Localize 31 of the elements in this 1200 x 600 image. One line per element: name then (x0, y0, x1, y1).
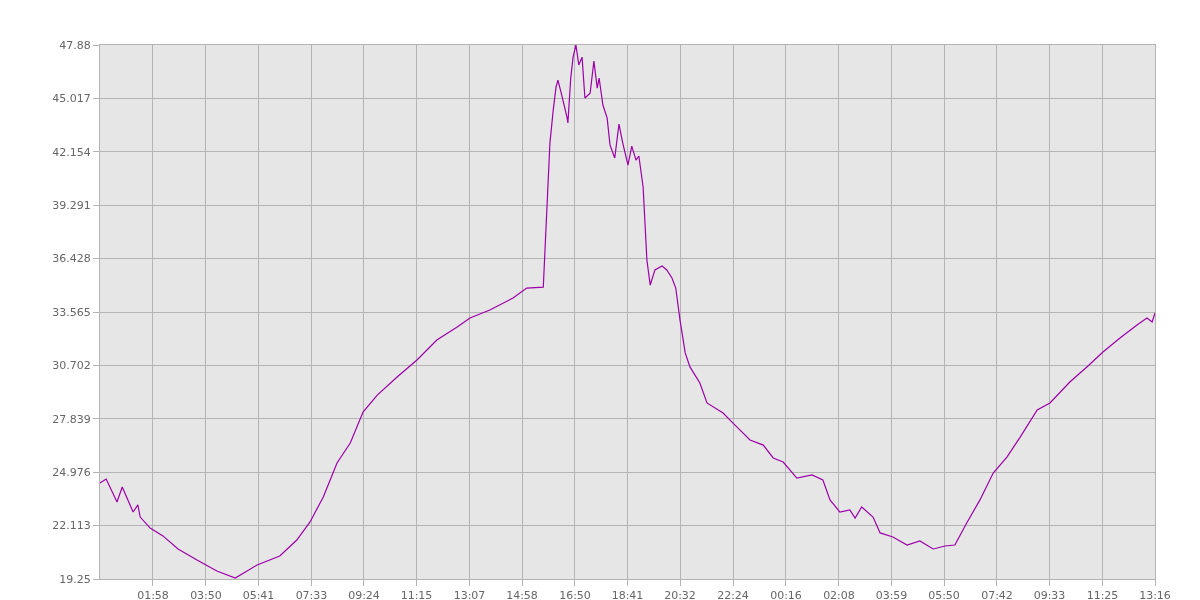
y-tick-label: 42.154 (52, 145, 91, 159)
x-tick-label: 20:32 (664, 589, 696, 600)
x-tick-label: 05:50 (928, 589, 960, 600)
y-tick-label: 33.565 (52, 305, 91, 319)
x-tick-label: 11:25 (1086, 589, 1119, 600)
x-tick-label: 07:33 (295, 589, 328, 600)
x-tick-label: 02:08 (823, 589, 855, 600)
x-tick-label: 05:41 (242, 589, 275, 600)
x-tick-label: 01:58 (137, 589, 169, 600)
y-tick-label: 45.017 (52, 92, 91, 106)
y-tick-label: 27.839 (52, 412, 91, 426)
x-tick-label: 11:15 (400, 589, 433, 600)
x-tick-label: 16:50 (559, 589, 591, 600)
x-tick-label: 03:59 (875, 589, 908, 600)
x-tick-label: 14:58 (506, 589, 538, 600)
y-tick-label: 47.88 (59, 38, 91, 52)
x-tick-label: 22:24 (717, 589, 749, 600)
x-tick-label: 07:42 (981, 589, 1013, 600)
x-tick-label: 09:24 (348, 589, 380, 600)
y-tick-label: 22.113 (52, 519, 91, 533)
x-tick-label: 00:16 (770, 589, 802, 600)
x-tick-label: 18:41 (611, 589, 644, 600)
x-tick-label: 13:16 (1139, 589, 1171, 600)
x-tick-label: 09:33 (1033, 589, 1066, 600)
y-tick-label: 30.702 (52, 359, 91, 373)
y-tick-label: 36.428 (52, 252, 91, 266)
y-tick-label: 24.976 (52, 466, 91, 480)
x-tick-label: 03:50 (190, 589, 222, 600)
y-tick-label: 19.25 (59, 572, 91, 586)
x-tick-label: 13:07 (453, 589, 486, 600)
y-tick-label: 39.291 (52, 199, 91, 213)
